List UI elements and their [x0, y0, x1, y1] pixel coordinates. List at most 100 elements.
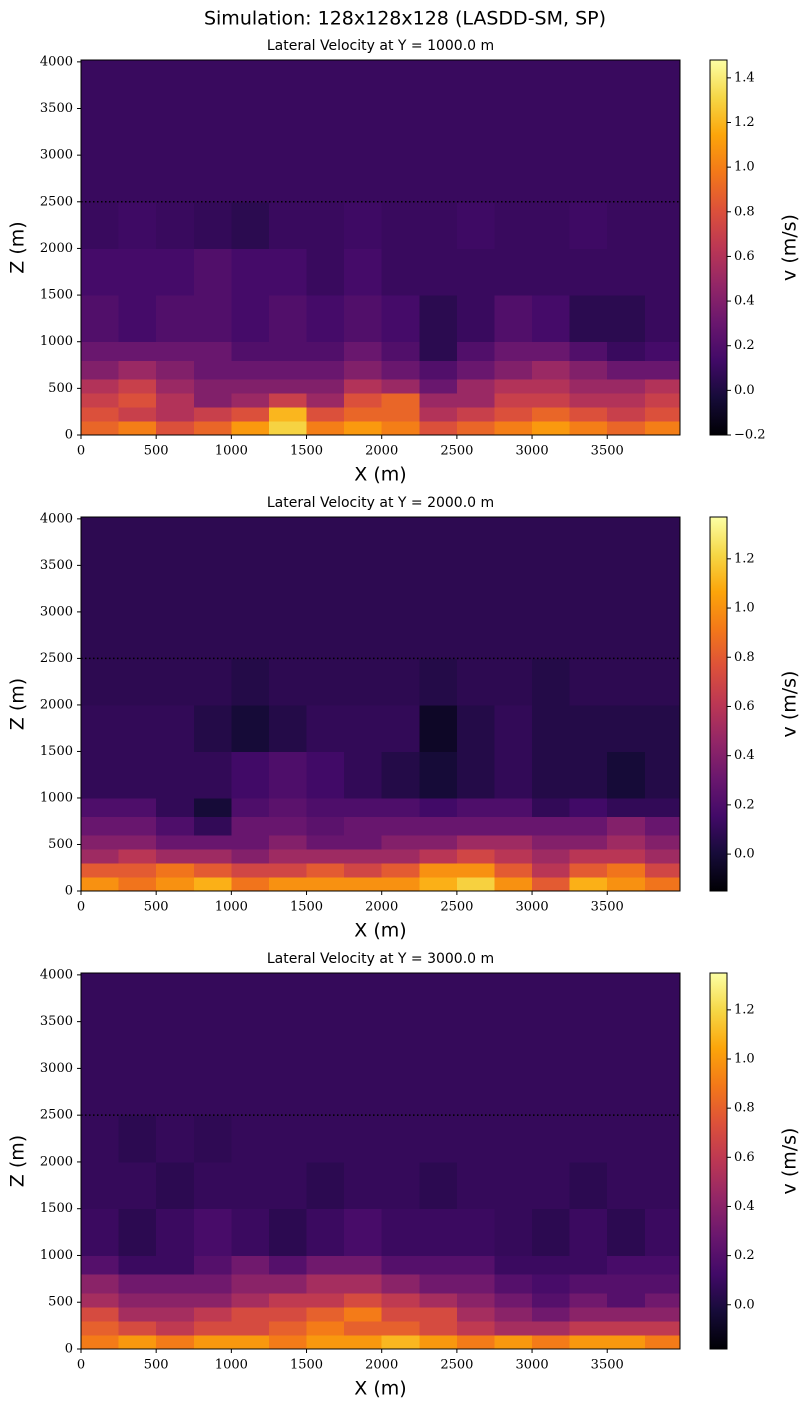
cell: [532, 1161, 571, 1210]
y-tick-label: 2500: [40, 651, 73, 666]
cell: [494, 1320, 533, 1336]
cell: [607, 1161, 646, 1210]
y-tick-label: 1500: [40, 288, 73, 303]
cell: [231, 248, 270, 296]
cell: [81, 379, 120, 394]
cell: [494, 1334, 533, 1350]
cell: [81, 877, 120, 892]
cell: [344, 360, 383, 380]
cell: [231, 973, 270, 1116]
y-tick-label: 3500: [40, 101, 73, 116]
cell: [644, 60, 681, 203]
cell: [156, 797, 195, 818]
cell: [381, 877, 420, 892]
cell: [419, 295, 458, 343]
cell: [532, 1334, 571, 1350]
cell: [344, 60, 383, 203]
cell: [607, 295, 646, 343]
y-axis-label: Z (m): [7, 678, 29, 730]
cell: [156, 248, 195, 296]
y-tick-label: 4000: [40, 511, 73, 526]
cell: [494, 407, 533, 422]
cell: [193, 360, 232, 380]
cell: [268, 421, 308, 436]
cell: [494, 379, 533, 394]
cell: [607, 1208, 646, 1256]
cell: [268, 1208, 308, 1256]
x-axis-label: X (m): [354, 1378, 406, 1400]
cell: [156, 863, 195, 878]
cell: [569, 658, 608, 706]
cell: [494, 797, 533, 818]
cell: [81, 407, 120, 422]
cell: [494, 295, 533, 343]
cell: [456, 360, 495, 380]
cell: [193, 295, 232, 343]
cell: [456, 248, 495, 296]
cell: [268, 1320, 308, 1336]
x-tick-label: 1000: [215, 1358, 248, 1373]
colorbar: [709, 972, 728, 1350]
cell: [268, 658, 308, 706]
cell: [456, 1115, 495, 1163]
cell: [193, 407, 232, 422]
cell: [532, 816, 571, 836]
cell: [532, 393, 571, 408]
cell: [532, 863, 571, 878]
cell: [231, 201, 270, 249]
cell: [344, 1274, 383, 1294]
cell: [193, 1161, 232, 1210]
cell: [532, 517, 571, 659]
cell: [81, 863, 120, 878]
cell: [268, 849, 308, 864]
heatmap: [81, 973, 681, 1350]
cell: [118, 849, 157, 864]
cell: [231, 1306, 270, 1322]
cell: [193, 1292, 232, 1308]
x-tick-label: 1500: [290, 444, 323, 459]
cell: [306, 393, 345, 408]
cell: [344, 751, 383, 799]
cell: [456, 816, 495, 836]
cell: [306, 849, 345, 864]
cell: [81, 1320, 120, 1336]
cell: [231, 751, 270, 799]
cell: [456, 1255, 495, 1275]
cell: [381, 704, 420, 752]
colorbar-tick-label: 0.8: [734, 1101, 755, 1116]
cell: [81, 1274, 120, 1294]
cell: [607, 751, 646, 799]
plot-frame: [80, 59, 681, 436]
cell: [381, 295, 420, 343]
cell: [344, 797, 383, 818]
cell: [569, 835, 608, 850]
cell: [569, 1334, 608, 1350]
cell: [381, 393, 420, 408]
cell: [306, 863, 345, 878]
cell: [306, 295, 345, 343]
cell: [231, 360, 270, 380]
cell: [268, 201, 308, 249]
y-tick-label: 500: [48, 381, 73, 396]
cell: [644, 877, 681, 892]
cell: [381, 407, 420, 422]
cell: [494, 1161, 533, 1210]
cell: [644, 360, 681, 380]
cell: [419, 517, 458, 659]
cell: [81, 393, 120, 408]
cell: [569, 341, 608, 361]
cell: [344, 973, 383, 1116]
cell: [644, 797, 681, 818]
colorbar: [709, 516, 728, 892]
colorbar-tick-label: 0.2: [734, 338, 755, 353]
cell: [644, 248, 681, 296]
cell: [118, 1320, 157, 1336]
cell: [419, 849, 458, 864]
cell: [381, 863, 420, 878]
x-tick-label: 2500: [440, 444, 473, 459]
cell: [381, 1334, 420, 1350]
cell: [193, 797, 232, 818]
colorbar-tick-label: 0.0: [734, 847, 755, 862]
cell: [381, 1255, 420, 1275]
cell: [306, 1320, 345, 1336]
